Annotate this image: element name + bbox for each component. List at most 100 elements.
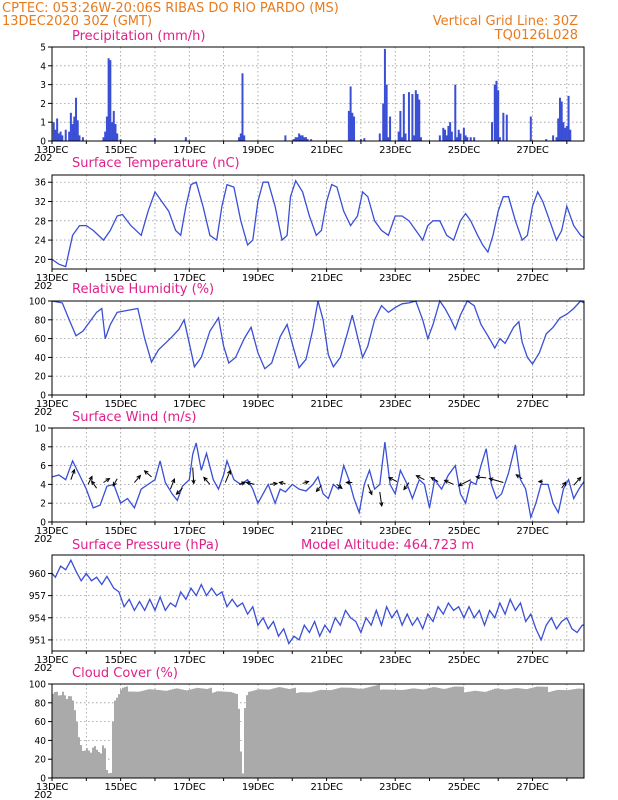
- panel-title: Surface Temperature (nC): [72, 156, 240, 171]
- cloud-bar: [416, 688, 418, 778]
- cloud-bar: [520, 688, 522, 778]
- cloud-bar: [458, 686, 460, 778]
- wind-arrow-shaft: [403, 482, 410, 490]
- cloud-bar: [370, 686, 372, 778]
- y-tick-label: 60: [35, 334, 47, 345]
- cloud-bar: [238, 708, 240, 778]
- cloud-bar: [496, 688, 498, 778]
- precip-bar: [68, 131, 71, 141]
- x-tick-label: 19DEC: [242, 655, 275, 666]
- cloud-bar: [276, 687, 278, 778]
- cloud-bar: [196, 687, 198, 778]
- cloud-bar: [384, 689, 386, 778]
- cloud-bar: [304, 692, 306, 778]
- cloud-bar: [546, 686, 548, 778]
- cloud-bar: [580, 688, 582, 778]
- precip-bar: [109, 60, 112, 141]
- wind-arrow: [387, 477, 398, 483]
- precip-bar: [397, 131, 400, 141]
- cloud-bar: [274, 688, 276, 778]
- cloud-bar: [502, 689, 504, 778]
- cloud-bar: [582, 688, 584, 778]
- cloud-bar: [336, 688, 338, 778]
- cloud-bar: [148, 689, 150, 778]
- cloud-bar: [290, 688, 292, 778]
- precip-bar: [284, 135, 287, 141]
- panel-temp: Surface Temperature (nC) 20 24 28 32 36 13DEC 1…: [34, 156, 585, 292]
- wind-arrow: [537, 479, 543, 484]
- cloud-bar: [434, 687, 436, 778]
- wind-arrow-head: [379, 501, 384, 508]
- panel-frame: [51, 174, 585, 270]
- cloud-bar: [284, 688, 286, 778]
- wind-arrow: [169, 478, 176, 490]
- panel-pressure: Surface Pressure (hPa) Model Altitude: 46…: [29, 538, 585, 674]
- cloud-bar: [510, 688, 512, 778]
- cloud-bar: [506, 689, 508, 778]
- y-tick-label: 960: [29, 569, 46, 580]
- x-tick-label: 23DEC: [379, 782, 412, 793]
- cloud-bar: [156, 689, 158, 778]
- cloud-bar: [104, 748, 106, 778]
- cloud-bar: [122, 687, 124, 778]
- y-tick-label: 100: [29, 297, 46, 308]
- x-tick-label: 13DEC: [36, 273, 69, 284]
- wind-arrow-shaft: [444, 479, 454, 485]
- cloud-bar: [180, 689, 182, 778]
- cloud-bar: [252, 690, 254, 778]
- wind-arrow: [269, 481, 279, 487]
- x-tick-label: 23DEC: [379, 655, 412, 666]
- precip-bar: [495, 80, 498, 141]
- y-tick-label: 1: [40, 118, 46, 129]
- cloud-bar: [404, 689, 406, 778]
- cloud-bar: [80, 745, 82, 778]
- cloud-bar: [314, 691, 316, 778]
- precip-bar: [569, 129, 572, 141]
- cloud-bar: [72, 700, 74, 778]
- wind-arrow-head: [304, 480, 310, 485]
- precip-bar: [76, 120, 79, 141]
- precip-bar: [294, 137, 297, 141]
- cloud-bar: [298, 692, 300, 778]
- x-tick-label: 15DEC: [105, 145, 138, 156]
- precip-bar: [411, 94, 414, 141]
- cloud-bar: [192, 688, 194, 778]
- cloud-bar: [118, 694, 120, 778]
- cloud-bar: [70, 696, 72, 778]
- cloud-bar: [498, 688, 500, 778]
- cloud-bar: [262, 689, 264, 778]
- y-tick-label: 60: [35, 717, 47, 728]
- x-tick-label: 21DEC: [310, 782, 343, 793]
- precip-bar: [449, 122, 452, 141]
- cloud-bar: [218, 691, 220, 778]
- cloud-bar: [424, 689, 426, 778]
- x-tick-label: 25DEC: [448, 145, 481, 156]
- y-tick-label: 957: [29, 591, 46, 602]
- precip-bar: [359, 139, 362, 141]
- wind-arrow-head: [191, 479, 196, 485]
- wind-arrow-head: [576, 476, 582, 482]
- cloud-bar: [306, 692, 308, 778]
- cloud-bar: [430, 687, 432, 778]
- wind-arrow-head: [443, 479, 449, 484]
- cloud-bar: [348, 687, 350, 778]
- wind-arrow-shaft: [87, 476, 93, 485]
- wind-arrow: [103, 477, 111, 483]
- cloud-bar: [98, 751, 100, 778]
- precip-bar: [304, 137, 307, 141]
- cloud-bar: [480, 691, 482, 778]
- wind-arrow-shaft: [246, 481, 255, 485]
- cloud-bar: [450, 687, 452, 778]
- cloud-bar: [186, 690, 188, 778]
- precip-bar: [466, 137, 469, 141]
- wind-arrow: [87, 475, 93, 485]
- wind-arrow-head: [105, 477, 111, 483]
- cloud-bar: [202, 688, 204, 778]
- wind-arrow-shaft: [515, 474, 523, 480]
- cloud-bar: [204, 688, 206, 778]
- cloud-bar: [248, 691, 250, 778]
- wind-arrow-head: [278, 480, 284, 486]
- panel-frame: [51, 427, 585, 523]
- panel-frame: [51, 46, 585, 142]
- panel-title: Surface Wind (m/s): [72, 410, 196, 425]
